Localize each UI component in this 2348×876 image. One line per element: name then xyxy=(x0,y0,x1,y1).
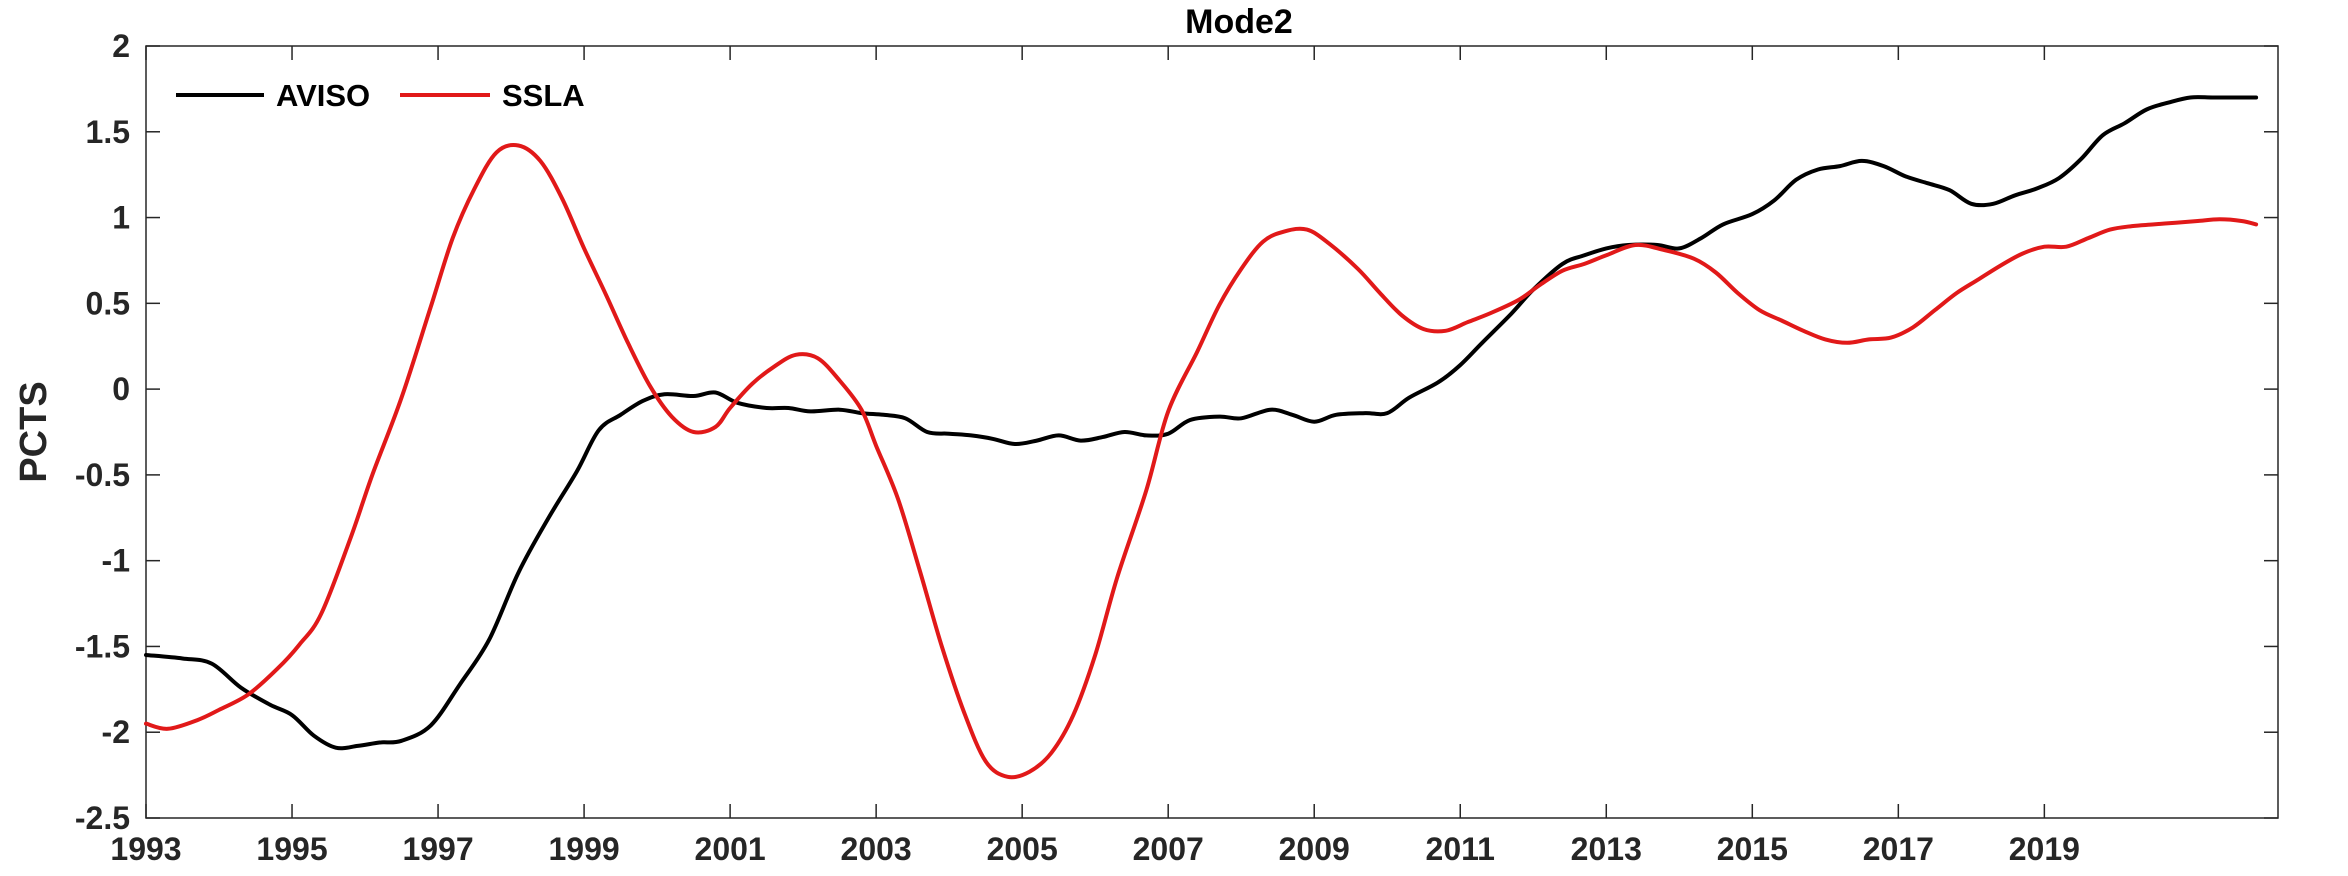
y-tick-label: -1 xyxy=(102,543,130,579)
y-tick-label: 1 xyxy=(112,200,130,236)
x-tick-label: 2001 xyxy=(695,831,766,867)
x-tick-label: 2007 xyxy=(1133,831,1204,867)
x-tick-label: 2009 xyxy=(1279,831,1350,867)
x-tick-label: 1993 xyxy=(110,831,181,867)
series-line-aviso xyxy=(144,95,2259,751)
y-tick-label: 1.5 xyxy=(86,114,130,150)
y-axis: 2 1.5 1 0.5 0 -0.5 -1 -1.5 -2 -2.5 xyxy=(75,28,2278,836)
x-tick-label: 1997 xyxy=(402,831,473,867)
chart-title: Mode2 xyxy=(1185,3,1293,41)
series-layer xyxy=(144,95,2259,780)
x-tick-label: 2005 xyxy=(987,831,1058,867)
legend-label-ssla: SSLA xyxy=(502,78,585,113)
y-tick-label: 0 xyxy=(112,371,130,407)
x-tick-label: 2013 xyxy=(1571,831,1642,867)
y-tick-label: -2 xyxy=(102,714,130,750)
legend: AVISO SSLA xyxy=(176,78,585,113)
y-tick-label: -1.5 xyxy=(75,628,130,664)
x-tick-label: 1999 xyxy=(548,831,619,867)
x-axis: 1993 1995 1997 1999 2001 2003 2005 2007 2009 2011… xyxy=(110,46,2080,867)
x-tick-label: 1995 xyxy=(256,831,327,867)
x-tick-label: 2011 xyxy=(1426,831,1495,867)
x-tick-label: 2017 xyxy=(1863,831,1934,867)
y-tick-label: 2 xyxy=(112,28,130,64)
y-tick-label: -0.5 xyxy=(75,457,130,493)
y-tick-label: -2.5 xyxy=(75,800,130,836)
y-axis-label: PCTS xyxy=(13,381,55,482)
x-tick-label: 2003 xyxy=(841,831,912,867)
plot-area xyxy=(145,45,2279,819)
x-tick-label: 2019 xyxy=(2009,831,2080,867)
x-tick-label: 2015 xyxy=(1717,831,1788,867)
series-line-ssla xyxy=(144,142,2259,780)
y-tick-label: 0.5 xyxy=(86,285,130,321)
legend-label-aviso: AVISO xyxy=(276,78,370,113)
